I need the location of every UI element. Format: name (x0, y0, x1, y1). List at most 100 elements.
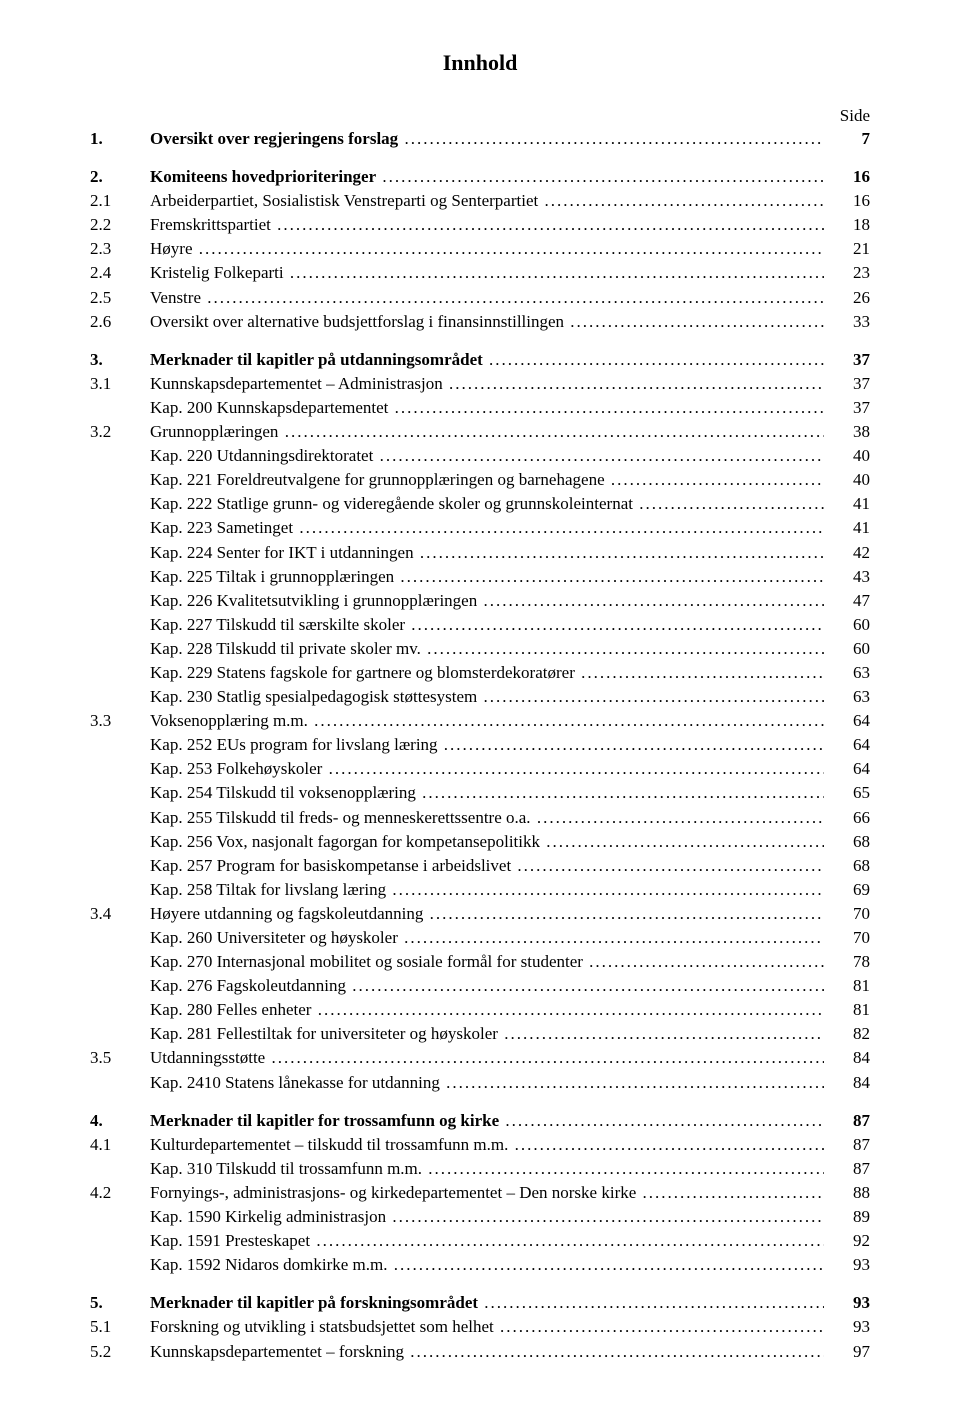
toc-text: Fremskrittspartiet (150, 214, 824, 236)
toc-text: Kap. 224 Senter for IKT i utdanningen (150, 542, 824, 564)
toc-row: 5.Merknader til kapitler på forskningsom… (90, 1292, 870, 1314)
toc-row: Kap. 222 Statlige grunn- og videregående… (90, 493, 870, 515)
toc-label: Kap. 224 Senter for IKT i utdanningen (150, 543, 414, 562)
toc-label: Kap. 228 Tilskudd til private skoler mv. (150, 639, 421, 658)
toc-label: Kap. 1591 Presteskapet (150, 1231, 310, 1250)
toc-row: Kap. 281 Fellestiltak for universiteter … (90, 1023, 870, 1045)
toc-page-number: 63 (824, 686, 870, 708)
toc-page-number: 40 (824, 445, 870, 467)
toc-text: Kap. 256 Vox, nasjonalt fagorgan for kom… (150, 831, 824, 853)
toc-text: Kunnskapsdepartementet – Administrasjon (150, 373, 824, 395)
toc-label: Kap. 310 Tilskudd til trossamfunn m.m. (150, 1159, 422, 1178)
toc-text: Grunnopplæringen (150, 421, 824, 443)
toc-page-number: 89 (824, 1206, 870, 1228)
toc-gap (90, 335, 870, 349)
toc-page-number: 64 (824, 758, 870, 780)
toc-label: Kap. 222 Statlige grunn- og videregående… (150, 494, 633, 513)
toc-row: 1.Oversikt over regjeringens forslag7 (90, 128, 870, 150)
toc-page-number: 93 (824, 1316, 870, 1338)
toc-text: Kap. 221 Foreldreutvalgene for grunnoppl… (150, 469, 824, 491)
toc-label: Forskning og utvikling i statsbudsjettet… (150, 1317, 494, 1336)
toc-row: Kap. 220 Utdanningsdirektoratet 40 (90, 445, 870, 467)
toc-text: Kap. 255 Tilskudd til freds- og menneske… (150, 807, 824, 829)
toc-label: Kap. 220 Utdanningsdirektoratet (150, 446, 373, 465)
toc-label: Høyere utdanning og fagskoleutdanning (150, 904, 423, 923)
toc-label: Kap. 255 Tilskudd til freds- og menneske… (150, 808, 531, 827)
toc-text: Kap. 226 Kvalitetsutvikling i grunnopplæ… (150, 590, 824, 612)
toc-label: Kap. 1590 Kirkelig administrasjon (150, 1207, 386, 1226)
toc-text: Merknader til kapitler på utdanningsområ… (150, 349, 824, 371)
toc-label: Merknader til kapitler på utdanningsområ… (150, 350, 483, 369)
toc-label: Kap. 230 Statlig spesialpedagogisk støtt… (150, 687, 477, 706)
toc-page-number: 21 (824, 238, 870, 260)
toc-row: Kap. 1591 Presteskapet92 (90, 1230, 870, 1252)
toc-page-number: 69 (824, 879, 870, 901)
toc-text: Forskning og utvikling i statsbudsjettet… (150, 1316, 824, 1338)
toc-text: Merknader til kapitler på forskningsområ… (150, 1292, 824, 1314)
toc-text: Kap. 253 Folkehøyskoler (150, 758, 824, 780)
toc-page-number: 43 (824, 566, 870, 588)
toc-text: Kap. 281 Fellestiltak for universiteter … (150, 1023, 824, 1045)
toc-text: Kap. 1592 Nidaros domkirke m.m. (150, 1254, 824, 1276)
toc-number: 2.6 (90, 311, 150, 333)
toc-label: Kap. 258 Tiltak for livslang læring (150, 880, 386, 899)
toc-label: Kap. 1592 Nidaros domkirke m.m. (150, 1255, 388, 1274)
toc-page-number: 26 (824, 287, 870, 309)
toc-label: Kap. 2410 Statens lånekasse for utdannin… (150, 1073, 440, 1092)
toc-text: Kap. 260 Universiteter og høyskoler (150, 927, 824, 949)
toc-row: 4.2Fornyings-, administrasjons- og kirke… (90, 1182, 870, 1204)
toc-page-number: 78 (824, 951, 870, 973)
toc-gap (90, 1096, 870, 1110)
toc-page-number: 47 (824, 590, 870, 612)
toc-page-number: 16 (824, 190, 870, 212)
toc-text: Kap. 257 Program for basiskompetanse i a… (150, 855, 824, 877)
toc-gap (90, 1278, 870, 1292)
toc-number: 2.3 (90, 238, 150, 260)
toc-text: Fornyings-, administrasjons- og kirkedep… (150, 1182, 824, 1204)
toc-number: 2.2 (90, 214, 150, 236)
toc-row: Kap. 2410 Statens lånekasse for utdannin… (90, 1072, 870, 1094)
toc-row: 5.1Forskning og utvikling i statsbudsjet… (90, 1316, 870, 1338)
toc-number: 4.2 (90, 1182, 150, 1204)
toc-text: Kap. 222 Statlige grunn- og videregående… (150, 493, 824, 515)
side-label: Side (90, 106, 870, 126)
toc-number: 5. (90, 1292, 150, 1314)
toc-row: 3.Merknader til kapitler på utdanningsom… (90, 349, 870, 371)
toc-label: Kulturdepartementet – tilskudd til tross… (150, 1135, 508, 1154)
toc-page-number: 81 (824, 975, 870, 997)
toc-row: 3.3Voksenopplæring m.m.64 (90, 710, 870, 732)
toc-label: Kap. 256 Vox, nasjonalt fagorgan for kom… (150, 832, 540, 851)
toc-number: 3.5 (90, 1047, 150, 1069)
toc-label: Venstre (150, 288, 201, 307)
toc-text: Kap. 1590 Kirkelig administrasjon (150, 1206, 824, 1228)
toc-label: Arbeiderpartiet, Sosialistisk Venstrepar… (150, 191, 538, 210)
toc-page-number: 33 (824, 311, 870, 333)
toc-row: 4.1Kulturdepartementet – tilskudd til tr… (90, 1134, 870, 1156)
toc-text: Kap. 1591 Presteskapet (150, 1230, 824, 1252)
toc-page-number: 87 (824, 1158, 870, 1180)
toc-text: Kap. 270 Internasjonal mobilitet og sosi… (150, 951, 824, 973)
toc-row: Kap. 310 Tilskudd til trossamfunn m.m. 87 (90, 1158, 870, 1180)
toc-page-number: 37 (824, 397, 870, 419)
toc-number: 3.2 (90, 421, 150, 443)
toc-label: Kap. 221 Foreldreutvalgene for grunnoppl… (150, 470, 605, 489)
toc-row: Kap. 229 Statens fagskole for gartnere o… (90, 662, 870, 684)
toc-number: 3.1 (90, 373, 150, 395)
toc-number: 3. (90, 349, 150, 371)
toc-number: 4.1 (90, 1134, 150, 1156)
toc-page-number: 93 (824, 1254, 870, 1276)
toc-page-number: 37 (824, 373, 870, 395)
toc-row: Kap. 257 Program for basiskompetanse i a… (90, 855, 870, 877)
toc-page-number: 37 (824, 349, 870, 371)
toc-page-number: 18 (824, 214, 870, 236)
toc-label: Kap. 252 EUs program for livslang læring (150, 735, 438, 754)
toc-text: Oversikt over regjeringens forslag (150, 128, 824, 150)
toc-page-number: 60 (824, 614, 870, 636)
toc-page-number: 68 (824, 855, 870, 877)
toc-gap (90, 152, 870, 166)
toc-page-number: 40 (824, 469, 870, 491)
toc-row: Kap. 260 Universiteter og høyskoler70 (90, 927, 870, 949)
toc-row: Kap. 228 Tilskudd til private skoler mv.… (90, 638, 870, 660)
toc-page-number: 64 (824, 734, 870, 756)
toc-label: Kunnskapsdepartementet – Administrasjon (150, 374, 443, 393)
